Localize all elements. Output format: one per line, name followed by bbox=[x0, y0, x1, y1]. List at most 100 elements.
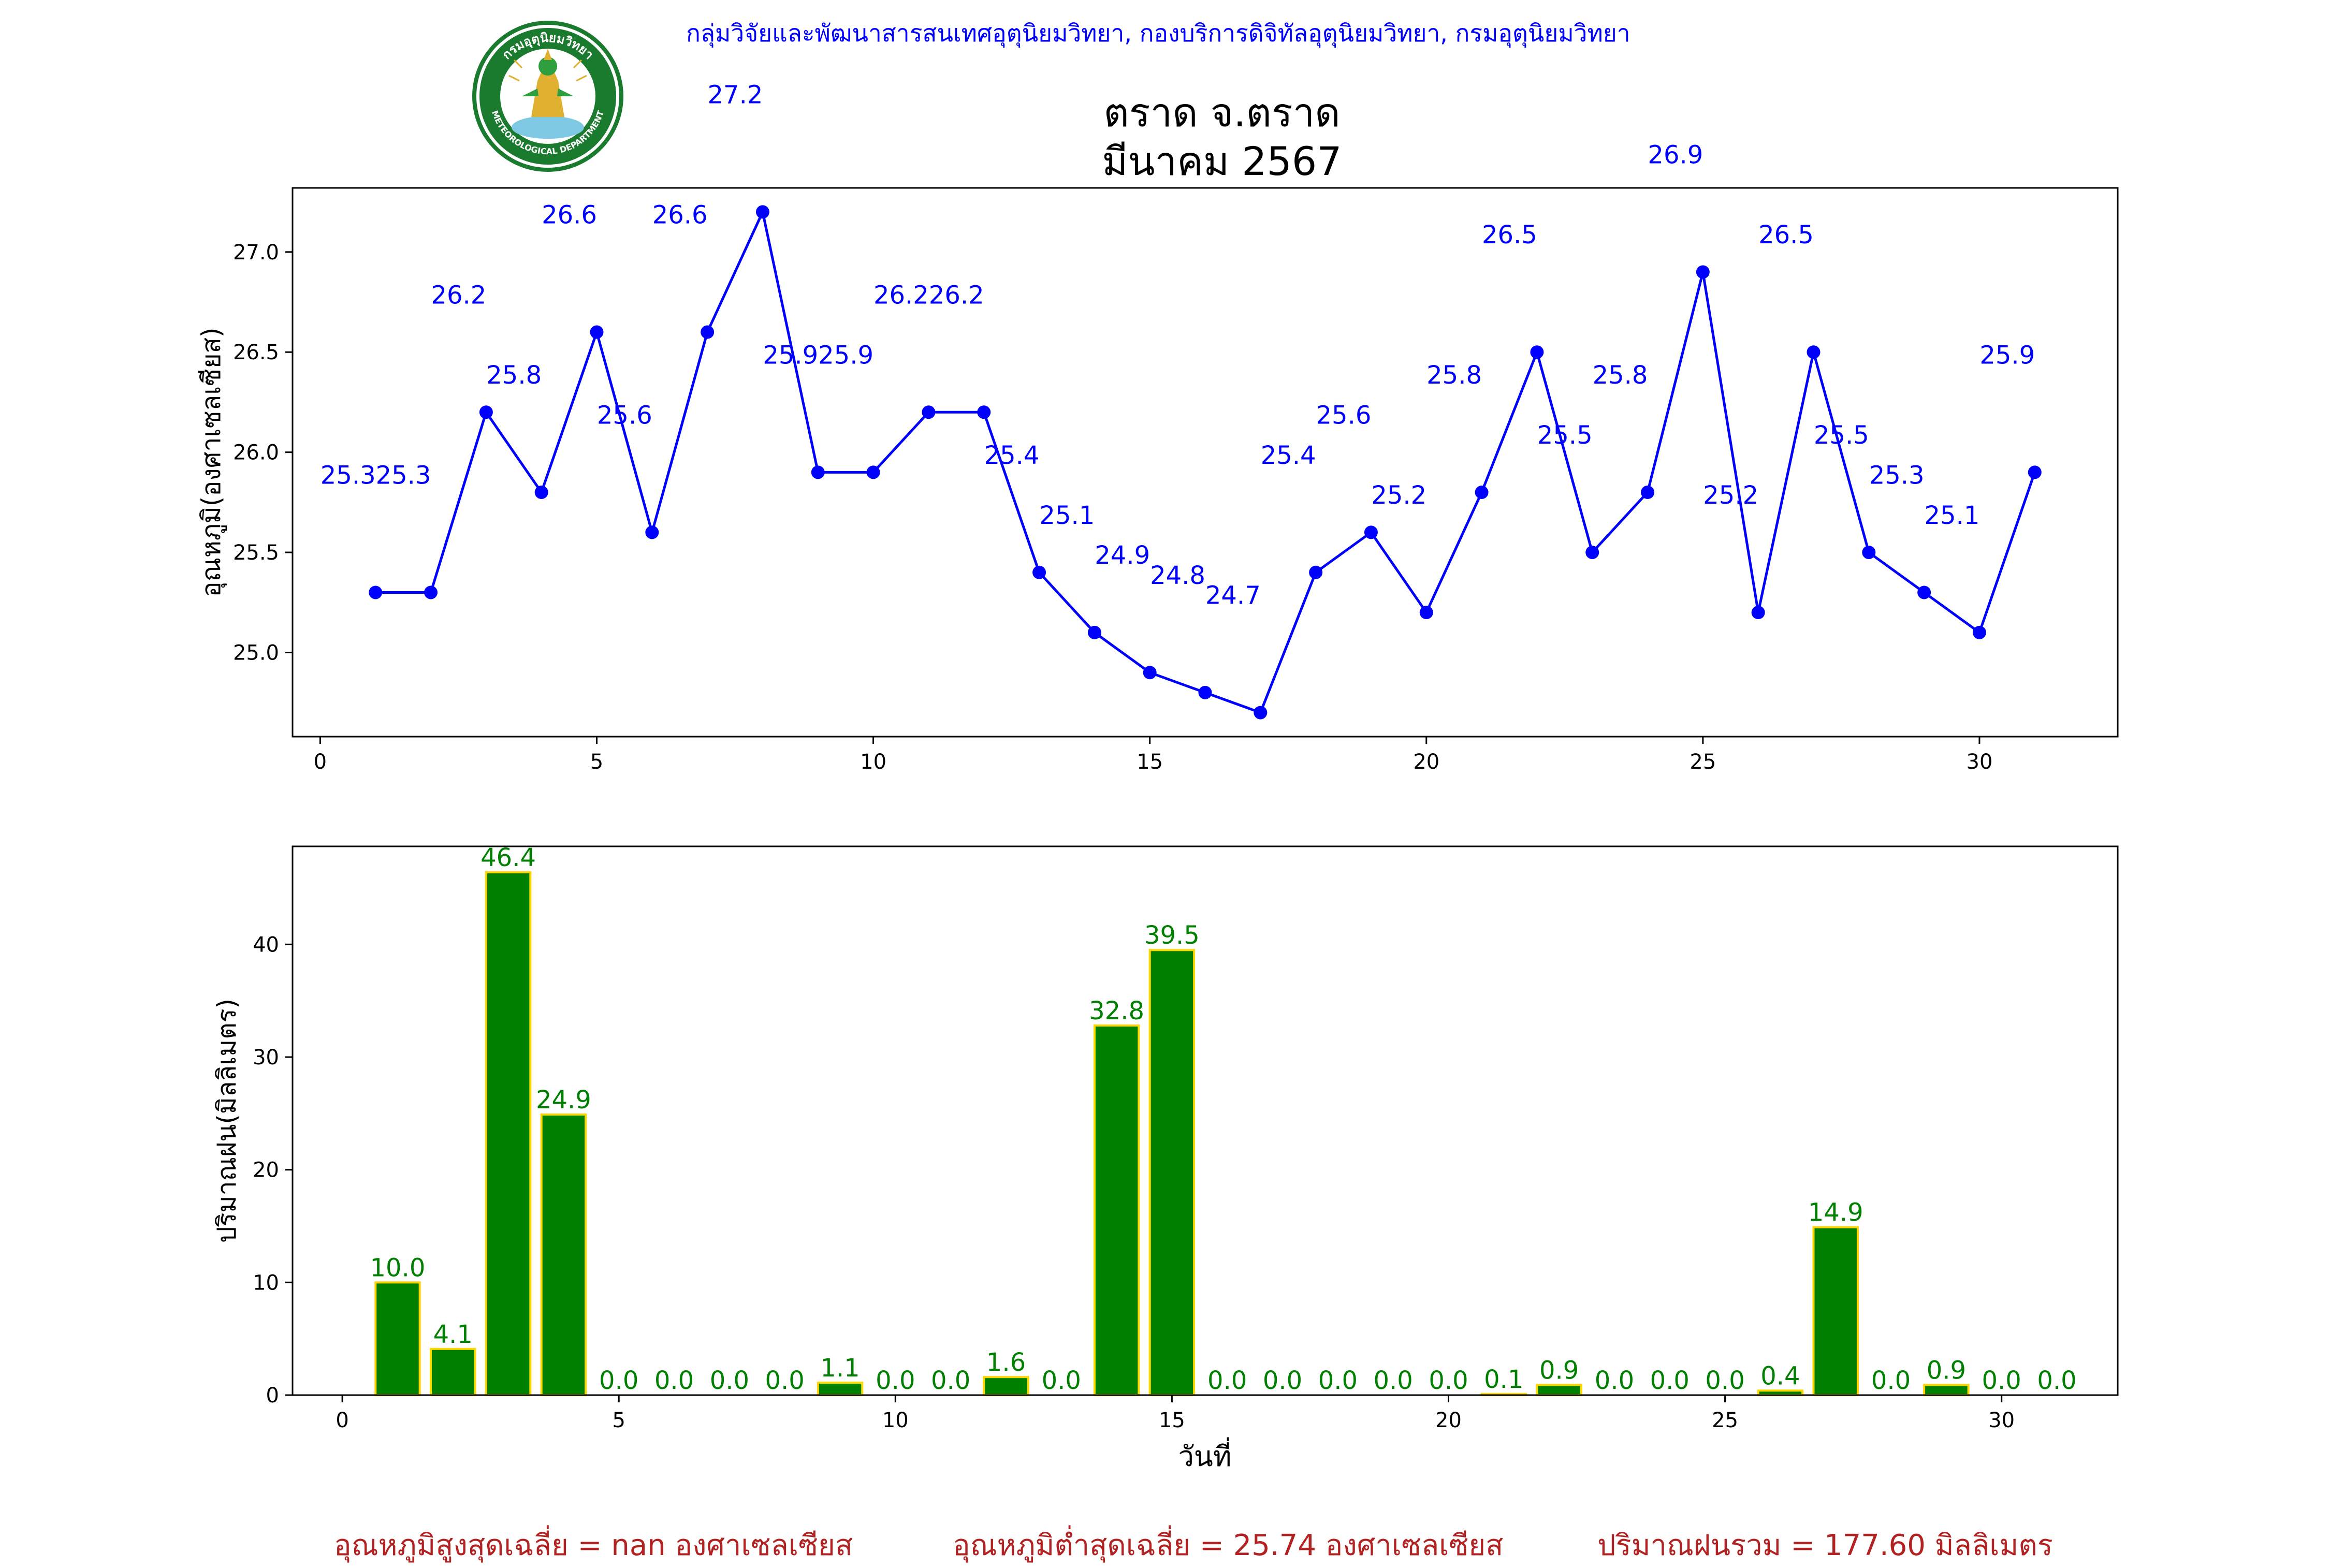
temperature-data-label: 26.2 bbox=[873, 281, 929, 310]
rainfall-bar bbox=[983, 1376, 1029, 1397]
rainfall-data-label: 0.0 bbox=[1374, 1366, 1413, 1395]
temperature-point bbox=[479, 405, 493, 419]
rainfall-y-tick-label: 20 bbox=[253, 1159, 279, 1182]
temperature-point bbox=[1917, 585, 1931, 599]
rainfall-data-label: 0.1 bbox=[1484, 1365, 1523, 1394]
temperature-point bbox=[866, 465, 880, 479]
temperature-data-label: 25.2 bbox=[1371, 481, 1426, 510]
temperature-data-label: 26.5 bbox=[1758, 221, 1814, 250]
rainfall-bar bbox=[817, 1382, 864, 1396]
temperature-data-label: 25.6 bbox=[597, 401, 652, 430]
rainfall-data-label: 0.0 bbox=[1705, 1366, 1744, 1395]
temperature-point bbox=[1309, 565, 1323, 579]
rainfall-bars bbox=[374, 871, 1970, 1397]
rainfall-data-label: 1.6 bbox=[986, 1348, 1026, 1377]
temperature-data-label: 25.5 bbox=[1814, 421, 1869, 450]
rainfall-x-tick-label: 20 bbox=[1435, 1409, 1462, 1432]
rainfall-data-label: 0.0 bbox=[1871, 1366, 1911, 1395]
rainfall-x-tick-label: 30 bbox=[1988, 1409, 2015, 1432]
temperature-x-tick-label: 30 bbox=[1967, 750, 1993, 774]
temperature-data-label: 25.3 bbox=[376, 461, 431, 490]
rainfall-data-label: 10.0 bbox=[370, 1253, 426, 1282]
rainfall-bar bbox=[374, 1281, 421, 1396]
rainfall-x-tick-label: 5 bbox=[613, 1409, 625, 1432]
temperature-data-label: 26.5 bbox=[1482, 221, 1537, 250]
temperature-data-labels: 25.3 25.326.225.826.625.626.627.225.9 25.9… bbox=[321, 80, 2035, 610]
rainfall-y-tick-label: 0 bbox=[266, 1384, 279, 1408]
temperature-data-label: 25.8 bbox=[1426, 361, 1482, 390]
rainfall-y-ticks: 0 10 20 30 40 bbox=[253, 933, 293, 1408]
temperature-data-label: 25.9 bbox=[1979, 341, 2035, 370]
temperature-point bbox=[811, 465, 825, 479]
temperature-x-tick-label: 25 bbox=[1690, 750, 1716, 774]
temperature-point bbox=[1032, 565, 1046, 579]
temperature-point bbox=[1364, 525, 1378, 539]
temperature-point bbox=[1254, 706, 1268, 720]
meteorological-department-logo: กรมอุตุนิยมวิทยา METEOROLOGICAL DEPARTME… bbox=[472, 21, 623, 172]
rainfall-data-label: 32.8 bbox=[1089, 997, 1144, 1025]
temperature-point bbox=[977, 405, 991, 419]
rainfall-data-label: 14.9 bbox=[1808, 1198, 1863, 1227]
rainfall-bar bbox=[1148, 949, 1196, 1397]
rainfall-data-label: 0.0 bbox=[1982, 1366, 2021, 1395]
rainfall-data-label: 1.1 bbox=[820, 1354, 860, 1383]
rainfall-data-label: 39.5 bbox=[1144, 921, 1200, 950]
rainfall-data-label: 0.9 bbox=[1927, 1356, 1966, 1385]
temperature-data-label: 24.8 bbox=[1150, 561, 1205, 590]
footer-avg-min-temp: อุณหภูมิต่ำสุดเฉลี่ย = 25.74 องศาเซลเซีย… bbox=[953, 1529, 1504, 1562]
rainfall-data-label: 24.9 bbox=[536, 1086, 591, 1115]
temperature-point bbox=[755, 205, 769, 219]
temperature-data-label: 25.4 bbox=[984, 441, 1040, 470]
footer-avg-max-temp: อุณหภูมิสูงสุดเฉลี่ย = nan องศาเซลเซียส bbox=[334, 1529, 853, 1562]
temperature-data-label: 25.9 bbox=[763, 341, 818, 370]
temperature-point bbox=[1143, 666, 1157, 680]
rainfall-data-label: 0.0 bbox=[876, 1366, 915, 1395]
temperature-x-tick-label: 0 bbox=[314, 750, 327, 774]
rainfall-bar bbox=[1093, 1024, 1140, 1396]
temperature-data-label: 25.5 bbox=[1537, 421, 1593, 450]
rainfall-y-tick-label: 30 bbox=[253, 1046, 279, 1069]
rainfall-x-tick-label: 25 bbox=[1712, 1409, 1738, 1432]
temperature-point bbox=[1862, 546, 1876, 560]
temperature-data-label: 26.9 bbox=[1648, 140, 1703, 169]
temperature-point bbox=[1641, 486, 1655, 500]
temperature-point bbox=[1696, 265, 1710, 279]
temperature-y-tick-label: 25.0 bbox=[233, 641, 279, 665]
temperature-point bbox=[424, 585, 438, 599]
rainfall-data-label: 0.0 bbox=[1042, 1366, 1081, 1395]
organization-header: กลุ่มวิจัยและพัฒนาสารสนเทศอุตุนิยมวิทยา,… bbox=[686, 19, 1630, 47]
temperature-point bbox=[1751, 606, 1765, 620]
temperature-point bbox=[1198, 685, 1212, 699]
temperature-point bbox=[1972, 625, 1986, 639]
rainfall-x-ticks: 0 5 10 15 20 25 30 bbox=[336, 1395, 2015, 1432]
temperature-point bbox=[534, 486, 548, 500]
temperature-data-label: 25.8 bbox=[486, 361, 542, 390]
rainfall-data-label: 46.4 bbox=[480, 843, 536, 872]
rainfall-bar bbox=[540, 1113, 587, 1397]
rainfall-bar-chart: ปริมาณฝน(มิลลิเมตร) วันที่ 0 5 10 15 20 25 30 … bbox=[212, 843, 2119, 1473]
rainfall-x-tick-label: 15 bbox=[1159, 1409, 1185, 1432]
rainfall-data-label: 0.0 bbox=[599, 1366, 638, 1395]
temperature-line-chart: อุณหภูมิ(องศาเซลเซียส) 0 5 10 15 20 25 30 25.0… bbox=[196, 80, 2119, 774]
temperature-data-label: 25.4 bbox=[1261, 441, 1316, 470]
chart-title-station: ตราด จ.ตราด bbox=[1103, 90, 1341, 136]
temperature-point bbox=[1087, 625, 1101, 639]
rainfall-x-tick-label: 10 bbox=[882, 1409, 909, 1432]
rainfall-bar bbox=[1812, 1226, 1859, 1397]
temperature-data-label: 25.3 bbox=[1869, 461, 1925, 490]
temperature-y-axis-label: อุณหภูมิ(องศาเซลเซียส) bbox=[196, 327, 227, 597]
temperature-x-tick-label: 15 bbox=[1137, 750, 1163, 774]
rainfall-bar bbox=[430, 1347, 476, 1397]
rainfall-bar bbox=[485, 871, 532, 1397]
temperature-point bbox=[1585, 546, 1599, 560]
temperature-data-label: 25.2 bbox=[1703, 481, 1758, 510]
temperature-data-label: 25.3 bbox=[321, 461, 376, 490]
chart-title-month: มีนาคม 2567 bbox=[1102, 138, 1342, 184]
rainfall-data-label: 0.0 bbox=[1595, 1366, 1634, 1395]
temperature-point bbox=[1807, 345, 1821, 359]
temperature-series-line bbox=[375, 208, 2036, 714]
rainfall-data-label: 0.0 bbox=[710, 1366, 749, 1395]
temperature-data-label: 25.6 bbox=[1316, 401, 1372, 430]
temperature-data-label: 25.9 bbox=[818, 341, 873, 370]
rainfall-y-tick-label: 40 bbox=[253, 933, 279, 957]
